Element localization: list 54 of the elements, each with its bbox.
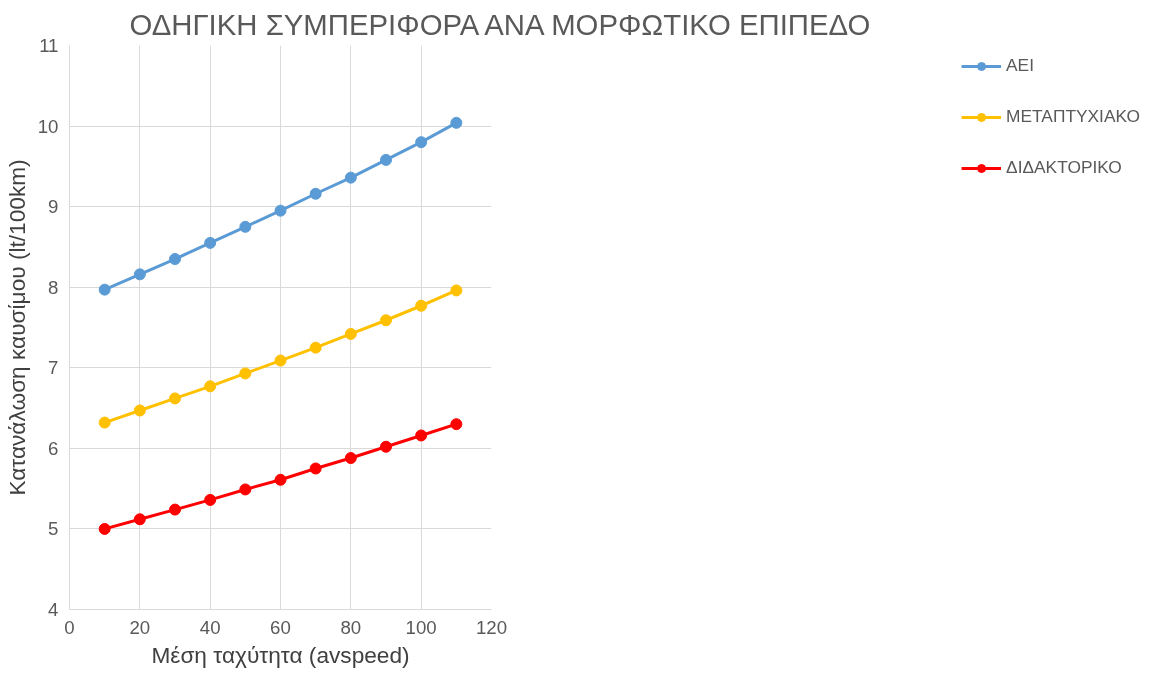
y-tick-label: 9	[48, 196, 59, 218]
point	[450, 418, 463, 431]
point	[98, 522, 111, 535]
point	[169, 392, 181, 405]
point	[415, 136, 428, 149]
point	[98, 283, 111, 296]
point	[133, 404, 146, 417]
y-tick-label: 6	[48, 437, 59, 459]
point	[344, 452, 357, 465]
legend-label: ΑΕΙ	[1006, 55, 1034, 76]
point	[380, 440, 392, 453]
legend-label: ΔΙΔΑΚΤΟΡΙΚΟ	[1006, 157, 1122, 178]
x-tick-label: 60	[270, 616, 291, 638]
point	[344, 327, 357, 340]
y-axis-title: Κατανάλωση καυσίμου (lt/100km)	[3, 159, 30, 496]
point	[309, 187, 322, 200]
point	[309, 462, 322, 475]
point	[415, 429, 428, 442]
point	[133, 268, 146, 281]
point	[274, 473, 287, 486]
point	[204, 493, 217, 506]
y-tick-label: 7	[48, 357, 59, 379]
point	[169, 503, 181, 516]
point	[380, 153, 392, 166]
x-tick-label: 0	[64, 616, 75, 638]
point	[204, 380, 217, 393]
y-tick-label: 11	[39, 35, 59, 56]
point	[344, 171, 357, 184]
point	[450, 116, 463, 129]
point	[380, 314, 392, 327]
y-tick-label: 10	[37, 115, 59, 137]
point	[239, 220, 252, 233]
x-tick-label: 20	[129, 616, 151, 638]
point	[98, 416, 111, 429]
legend-label: ΜΕΤΑΠΤΥΧΙΑΚΟ	[1006, 106, 1140, 127]
x-tick-label: 80	[340, 616, 362, 638]
point	[450, 284, 463, 297]
x-tick-label: 100	[405, 616, 437, 638]
point	[133, 513, 146, 526]
point	[239, 367, 252, 380]
point	[204, 236, 217, 249]
point	[274, 354, 287, 367]
x-tick-label: 120	[475, 616, 508, 638]
y-tick-label: 8	[48, 276, 59, 298]
y-tick-label: 4	[48, 599, 59, 620]
point	[415, 299, 428, 312]
x-tick-label: 40	[199, 616, 221, 638]
point	[239, 483, 252, 496]
chart-title: ΟΔΗΓΙΚΗ ΣΥΜΠΕΡΙΦΟΡΑ ΑΝΑ ΜΟΡΦΩΤΙΚΟ ΕΠΙΠΕΔΟ	[129, 7, 871, 41]
point	[274, 204, 287, 217]
point	[309, 341, 322, 354]
x-axis-title: Μέση ταχύτητα (avspeed)	[151, 641, 410, 668]
point	[169, 253, 181, 265]
y-tick-label: 5	[48, 518, 59, 540]
